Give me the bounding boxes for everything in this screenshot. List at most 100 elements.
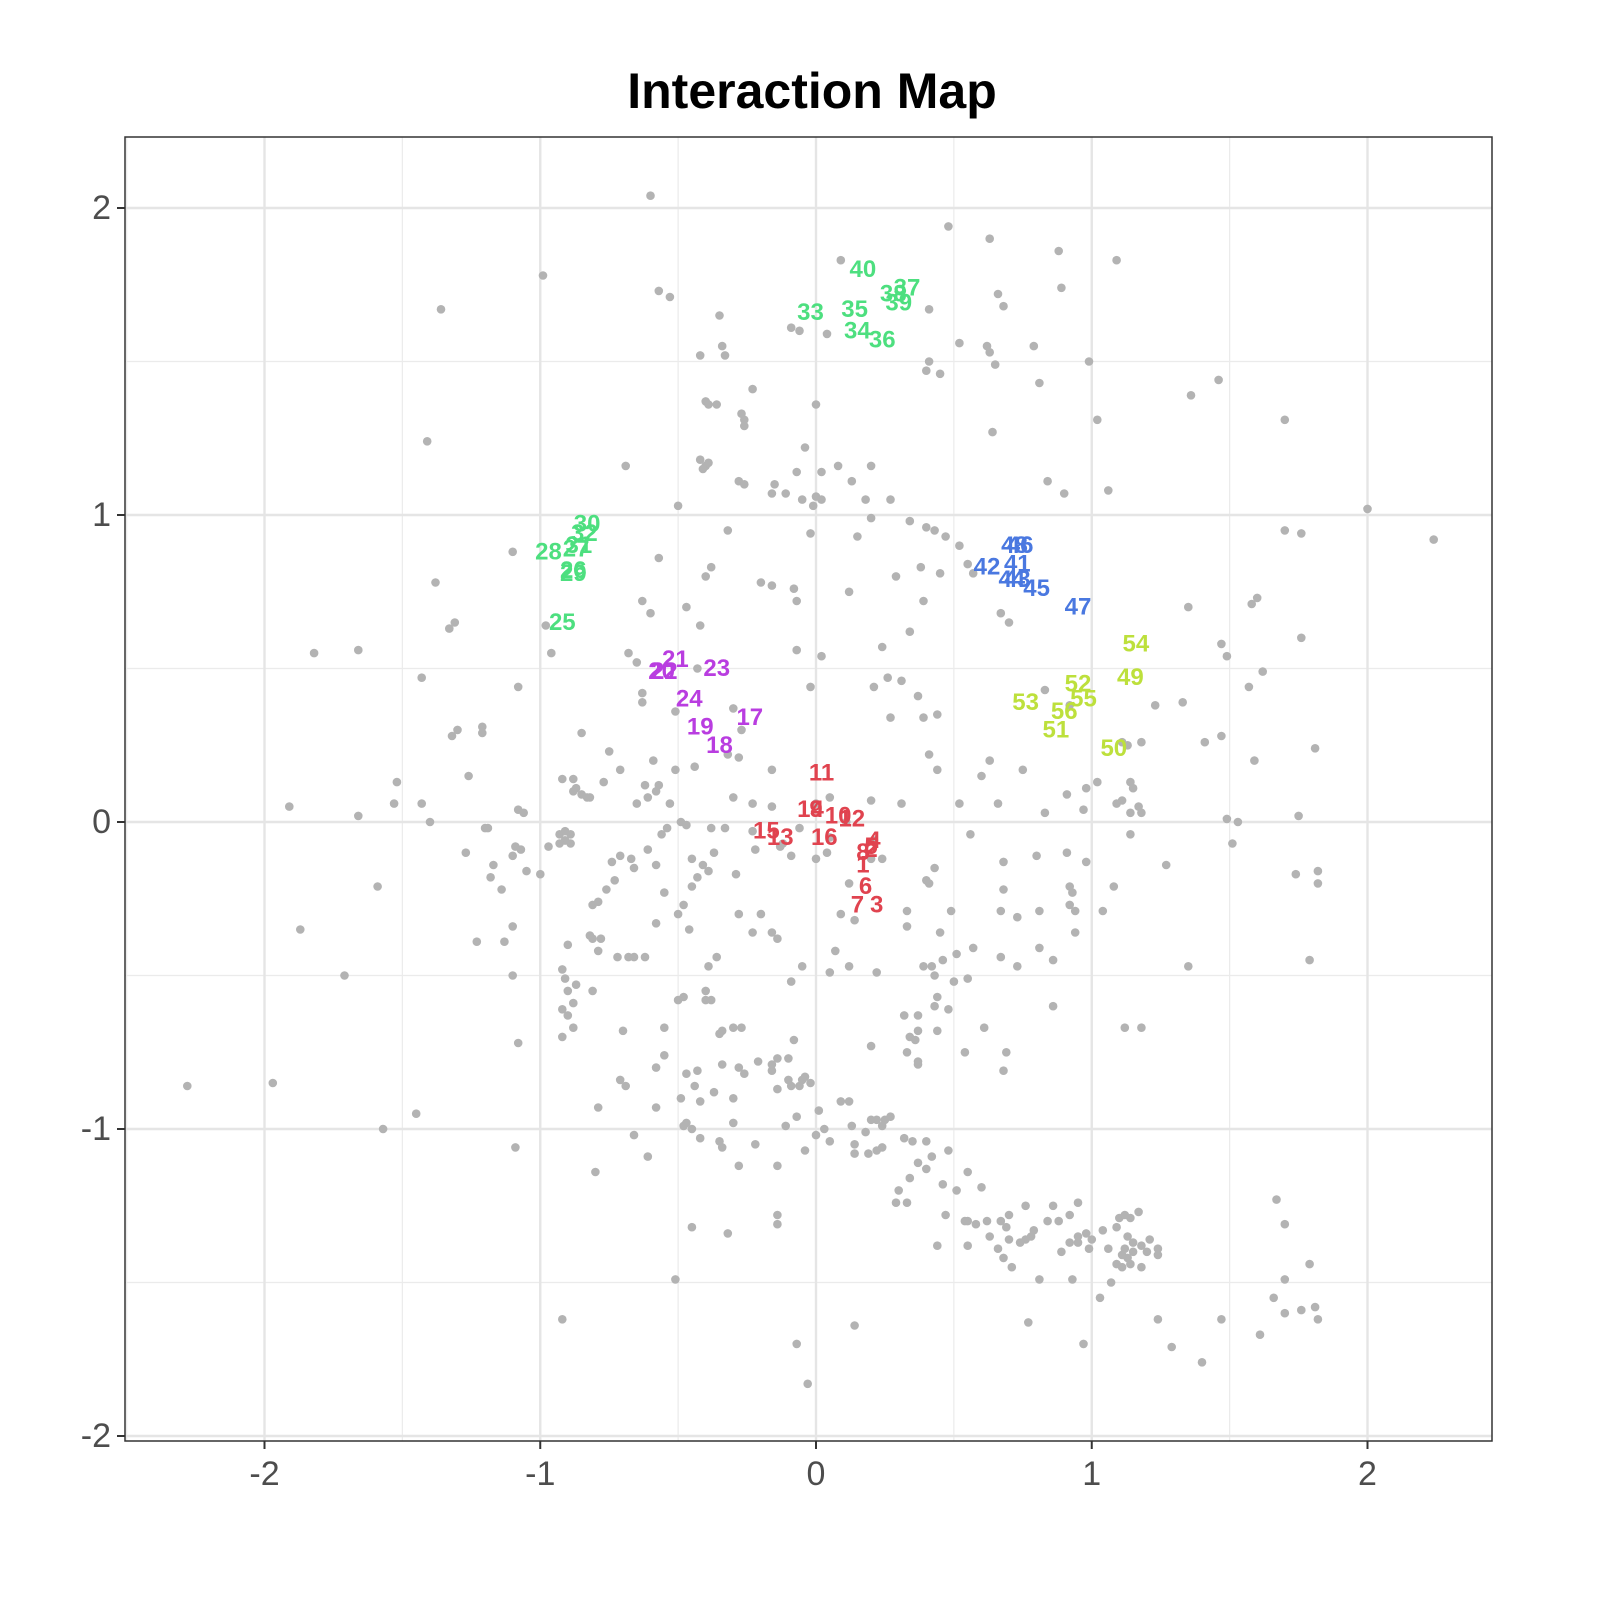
point-label: 21 — [662, 646, 689, 673]
background-point — [687, 854, 697, 864]
point-label: 25 — [549, 609, 576, 636]
background-point — [651, 860, 661, 870]
background-point — [817, 651, 826, 661]
point-label: 46 — [1007, 532, 1034, 559]
background-point — [1065, 701, 1074, 710]
background-point — [1120, 1023, 1130, 1032]
background-point — [905, 516, 915, 526]
background-point — [847, 476, 857, 486]
background-point — [944, 1005, 953, 1014]
point-label: 18 — [706, 732, 733, 759]
background-point — [340, 971, 349, 980]
y-axis: -2 -1 0 1 2 — [81, 189, 125, 1455]
background-point — [657, 830, 666, 839]
background-point — [996, 608, 1006, 618]
background-point — [712, 952, 721, 962]
background-point — [811, 1130, 821, 1140]
background-point — [1137, 1241, 1146, 1250]
background-point — [850, 1149, 859, 1158]
background-point — [737, 725, 746, 735]
background-point — [729, 1023, 738, 1032]
background-point — [602, 885, 611, 894]
point-label: 3 — [870, 891, 883, 918]
background-point — [933, 992, 942, 1002]
background-point — [825, 833, 835, 842]
background-point — [1024, 1318, 1033, 1327]
background-point — [1081, 857, 1091, 867]
background-point — [963, 559, 972, 569]
background-point — [593, 897, 603, 907]
background-point — [985, 756, 994, 765]
background-point — [720, 823, 730, 833]
background-point — [897, 676, 906, 686]
background-point — [850, 1140, 859, 1149]
background-point — [1040, 808, 1050, 818]
background-point — [1153, 1244, 1163, 1253]
background-point — [673, 909, 683, 919]
background-point — [806, 682, 815, 692]
background-point — [1137, 808, 1146, 818]
background-point — [877, 1121, 887, 1131]
background-point — [1065, 900, 1074, 910]
background-point — [389, 799, 399, 808]
background-point — [751, 845, 760, 854]
background-point — [1233, 817, 1243, 827]
background-point — [654, 286, 664, 296]
background-point — [1098, 1226, 1108, 1235]
background-point — [748, 384, 757, 394]
background-point — [687, 1222, 697, 1232]
background-point — [996, 952, 1006, 962]
background-point — [955, 799, 964, 808]
point-label: 49 — [1117, 664, 1144, 691]
background-point — [999, 885, 1008, 894]
background-point — [897, 799, 906, 808]
background-point — [651, 787, 661, 796]
background-point — [789, 584, 799, 593]
background-point — [569, 787, 578, 796]
background-point — [933, 710, 942, 719]
background-point — [935, 569, 945, 578]
point-label: 11 — [809, 759, 834, 786]
background-point — [1079, 1339, 1088, 1349]
background-point — [1137, 1023, 1146, 1032]
background-point — [1305, 1259, 1314, 1269]
background-point — [558, 1032, 567, 1042]
background-point — [905, 627, 915, 636]
background-point — [1217, 731, 1226, 741]
background-point — [811, 400, 821, 409]
background-point — [563, 1011, 573, 1020]
background-point — [1117, 737, 1127, 747]
background-point — [1137, 1262, 1146, 1272]
background-point — [729, 704, 738, 713]
background-point — [646, 191, 655, 200]
background-point — [734, 1161, 744, 1171]
background-point — [911, 1035, 920, 1045]
background-point — [933, 1241, 942, 1250]
background-point — [924, 879, 934, 888]
point-label: 24 — [676, 686, 703, 713]
background-point — [993, 799, 1003, 808]
point-label: 16 — [811, 824, 838, 851]
point-label: 35 — [841, 296, 868, 323]
background-point — [817, 467, 826, 477]
background-point — [908, 1137, 917, 1146]
background-point — [797, 962, 807, 971]
background-point — [378, 1124, 388, 1134]
background-point — [704, 866, 713, 876]
background-point — [417, 673, 427, 682]
background-point — [789, 1035, 799, 1045]
background-point — [563, 940, 573, 950]
major-gridlines — [125, 137, 1492, 1441]
background-point — [1062, 790, 1072, 799]
background-point — [905, 1173, 915, 1183]
background-point — [717, 341, 727, 351]
background-point — [729, 793, 738, 802]
background-point — [392, 777, 402, 787]
background-point — [836, 909, 846, 919]
background-point — [577, 728, 586, 738]
background-point — [1002, 1222, 1011, 1232]
point-label: 36 — [869, 327, 896, 354]
background-point — [924, 357, 934, 366]
background-point — [723, 526, 733, 535]
background-point — [643, 1152, 653, 1161]
